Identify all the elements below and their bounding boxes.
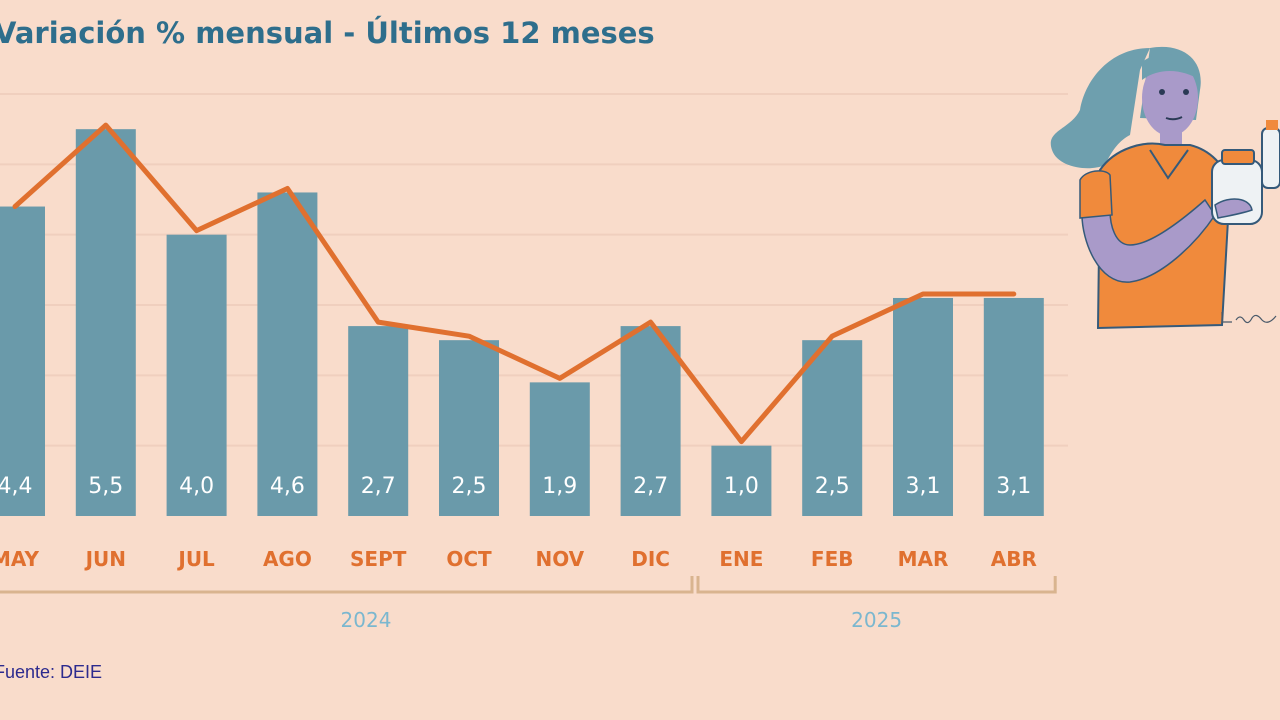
month-label-oct: OCT — [446, 547, 492, 571]
value-labels: 4,4 5,5 4,0 4,6 2,7 2,5 1,9 2,7 1,0 2,5 3,1 3,1 — [0, 474, 1031, 499]
month-label-abr: ABR — [991, 547, 1037, 571]
bar-oct — [439, 340, 499, 516]
month-label-nov: NOV — [535, 547, 584, 571]
month-label-feb: FEB — [811, 547, 854, 571]
value-label-dic: 2,7 — [633, 474, 668, 499]
month-label-jul: JUL — [176, 547, 215, 571]
series-line — [12, 122, 1017, 445]
month-label-dic: DIC — [631, 547, 670, 571]
bracket-2024 — [0, 576, 694, 594]
month-label-may: MAY — [0, 547, 39, 571]
bar-jun — [75, 129, 136, 516]
month-labels: MAY JUN JUL AGO SEPT OCT NOV DIC ENE FEB MAR ABR — [0, 547, 1037, 571]
value-label-mar: 3,1 — [906, 474, 941, 499]
bar-nov — [529, 382, 590, 516]
bar-sept — [348, 326, 409, 516]
month-label-ago: AGO — [263, 547, 312, 571]
value-label-may: 4,4 — [0, 474, 33, 499]
bar-ago — [257, 192, 318, 516]
chart-title: Variación % mensual - Últimos 12 meses — [0, 16, 655, 50]
bar-abr — [983, 297, 1044, 516]
month-label-ene: ENE — [719, 547, 763, 571]
woman-holding-jar-illustration — [1050, 46, 1280, 330]
trend-line — [12, 122, 1017, 445]
bracket-2025 — [696, 576, 1057, 594]
month-label-sept: SEPT — [350, 547, 407, 571]
year-label-2024: 2024 — [341, 608, 392, 632]
source-note: Fuente: DEIE — [0, 662, 103, 682]
year-brackets: 2024 2025 — [0, 576, 1057, 632]
bar-dic — [620, 326, 681, 516]
month-label-jun: JUN — [84, 547, 126, 571]
month-label-mar: MAR — [898, 547, 949, 571]
value-label-oct: 2,5 — [452, 474, 487, 499]
bar-feb — [802, 340, 863, 516]
bar-mar — [893, 297, 953, 516]
bar-ene — [711, 445, 772, 516]
bar-may — [0, 206, 45, 517]
value-label-feb: 2,5 — [815, 474, 850, 499]
value-label-ago: 4,6 — [270, 474, 305, 499]
value-label-jun: 5,5 — [88, 474, 123, 499]
bars — [0, 129, 1044, 517]
value-label-nov: 1,9 — [542, 474, 577, 499]
year-label-2025: 2025 — [851, 608, 902, 632]
bar-jul — [166, 234, 227, 516]
value-label-ene: 1,0 — [724, 474, 759, 499]
value-label-abr: 3,1 — [996, 474, 1031, 499]
value-label-jul: 4,0 — [179, 474, 214, 499]
value-label-sept: 2,7 — [361, 474, 396, 499]
